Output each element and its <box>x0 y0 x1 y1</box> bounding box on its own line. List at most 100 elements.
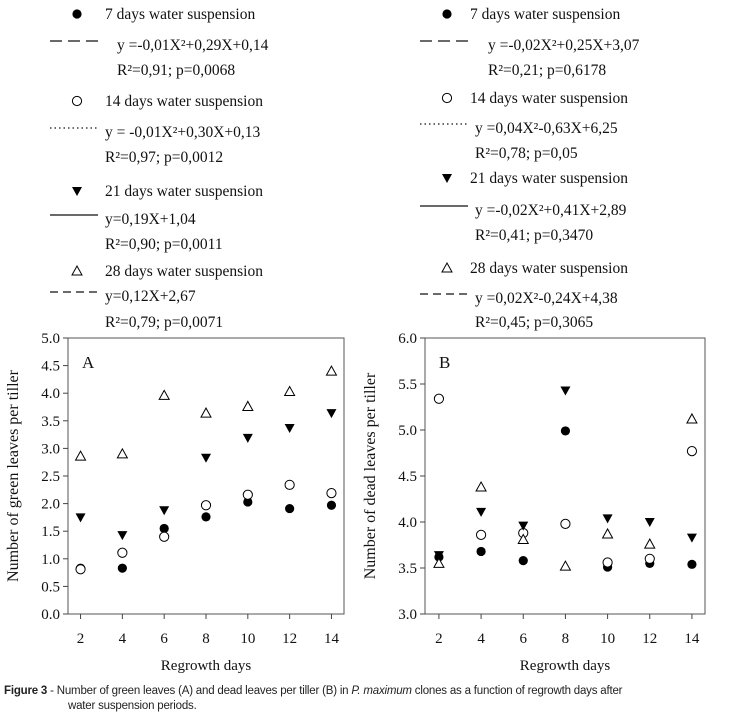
data-point <box>476 507 487 517</box>
legend-statistics: R²=0,97; p=0,0012 <box>105 149 223 166</box>
data-point <box>242 433 253 443</box>
caption-text-after: clones as a function of regrowth days af… <box>411 685 623 697</box>
data-point <box>475 481 487 492</box>
y-tick-label: 3.5 <box>398 561 417 577</box>
series-14-days: 14 days water suspension y =0,04X²-0,63X+… <box>420 90 698 568</box>
panel-a: 0.0 0.5 1.0 1.5 2.0 2.5 3.0 3.5 4.0 4.5 5.0 2 4 6 8 10 1… <box>5 6 345 674</box>
legend-series-name: 28 days water suspension <box>470 260 628 277</box>
data-point <box>200 407 212 418</box>
series-21-days: 21 days water suspension y=0,19X+1,04 R²=0… <box>50 183 337 541</box>
data-point <box>200 500 212 511</box>
legend-marker <box>72 187 82 196</box>
x-tick-label: 6 <box>160 631 168 647</box>
legend-equation: y=0,12X+2,67 <box>105 288 196 305</box>
y-tick-label: 4.0 <box>398 515 417 531</box>
legend-statistics: R²=0,45; p=0,3065 <box>475 314 593 331</box>
y-tick-label: 5.0 <box>398 423 417 439</box>
series-28-days: 28 days water suspension y=0,12X+2,67 R²=0… <box>50 263 338 461</box>
data-point <box>117 531 128 541</box>
data-point <box>687 559 697 569</box>
series-28-days: 28 days water suspension y =0,02X²-0,24X+… <box>420 260 698 571</box>
plot-frame <box>424 337 706 615</box>
panel-label: A <box>82 353 95 372</box>
data-point <box>559 560 572 571</box>
y-tick-label: 4.0 <box>41 386 60 402</box>
y-axis-label: Number of green leaves per tiller <box>5 369 22 582</box>
legend-equation: y=0,19X+1,04 <box>105 211 196 228</box>
legend-equation: y =0,04X²-0,63X+6,25 <box>475 120 618 137</box>
y-tick-label: 5.5 <box>398 377 417 393</box>
data-point <box>285 503 295 514</box>
data-point <box>159 523 169 534</box>
x-tick-label: 8 <box>562 631 570 647</box>
data-point <box>243 497 253 507</box>
legend-statistics: R²=0,90; p=0,0011 <box>105 236 223 253</box>
series-21-days: 21 days water suspension y =-0,02X²+0,41X… <box>420 170 697 561</box>
data-point <box>686 533 697 543</box>
legend-series-name: 21 days water suspension <box>105 183 263 200</box>
data-point <box>159 531 170 542</box>
legend-equation: y = -0,01X²+0,30X+0,13 <box>105 124 261 141</box>
data-point <box>117 547 128 558</box>
data-point <box>475 529 487 540</box>
panel-b: 3.0 3.5 4.0 4.5 5.0 5.5 6.0 2 4 6 8 10 12 14 Regrowth … <box>362 6 706 674</box>
series-7-days: 7 days water suspension y =-0,01X²+0,29X+… <box>50 6 337 573</box>
legend-equation: y =-0,01X²+0,29X+0,14 <box>117 37 269 54</box>
x-axis-label: Regrowth days <box>161 658 252 674</box>
data-point <box>158 389 171 400</box>
legend-series-name: 14 days water suspension <box>470 90 628 107</box>
data-point <box>644 553 655 564</box>
x-axis-label: Regrowth days <box>520 658 611 674</box>
data-point <box>517 533 530 544</box>
y-tick-label: 0.0 <box>41 607 60 623</box>
legend-marker <box>72 9 82 19</box>
x-tick-label: 2 <box>435 631 443 647</box>
legend-marker <box>441 92 453 104</box>
series-14-days: 14 days water suspension y = -0,01X²+0,30… <box>50 93 337 575</box>
data-point <box>75 564 86 575</box>
y-tick-label: 2.0 <box>41 497 60 513</box>
x-tick-label: 4 <box>477 631 485 647</box>
data-point <box>560 426 571 436</box>
figure: 0.0 0.5 1.0 1.5 2.0 2.5 3.0 3.5 4.0 4.5 5.0 2 4 6 8 10 1… <box>0 0 706 674</box>
caption-label: Figure 3 <box>4 685 48 697</box>
legend-series-name: 21 days water suspension <box>470 170 628 187</box>
data-point <box>326 488 337 499</box>
x-tick-label: 6 <box>520 631 528 647</box>
y-axis-label: Number of dead leaves per tiller <box>362 372 379 579</box>
data-point <box>325 365 338 376</box>
legend-equation: y =-0,02X²+0,25X+3,07 <box>488 37 640 54</box>
data-point <box>283 385 296 397</box>
data-point <box>518 521 529 531</box>
data-point <box>201 453 211 463</box>
data-point <box>433 551 444 561</box>
panel-label: B <box>439 353 450 372</box>
data-point <box>116 447 129 459</box>
legend-marker <box>441 261 453 273</box>
data-point <box>242 489 253 500</box>
x-tick-label: 14 <box>684 631 700 647</box>
y-tick-label: 6.0 <box>398 331 417 347</box>
legend-marker <box>442 9 452 19</box>
data-point <box>602 557 613 568</box>
x-tick-label: 14 <box>324 631 340 647</box>
data-point <box>433 393 445 404</box>
data-point <box>326 409 337 419</box>
x-tick-label: 10 <box>240 631 255 647</box>
data-point <box>560 386 571 396</box>
x-tick-label: 12 <box>282 631 297 647</box>
y-tick-label: 4.5 <box>398 469 417 485</box>
data-point <box>686 412 698 424</box>
legend-series-name: 7 days water suspension <box>105 6 255 23</box>
data-point <box>241 400 254 411</box>
y-tick-label: 1.5 <box>41 524 60 540</box>
legend-statistics: R²=0,41; p=0,3470 <box>475 227 593 244</box>
y-tick-label: 3.0 <box>41 441 60 457</box>
legend-marker <box>71 95 83 107</box>
plot-frame <box>67 337 345 615</box>
y-tick-label: 2.5 <box>41 469 60 485</box>
legend-marker <box>442 174 452 183</box>
legend-series-name: 14 days water suspension <box>105 93 263 110</box>
caption-text: - Number of green leaves (A) and dead le… <box>47 685 352 697</box>
y-tick-label: 5.0 <box>41 331 60 347</box>
